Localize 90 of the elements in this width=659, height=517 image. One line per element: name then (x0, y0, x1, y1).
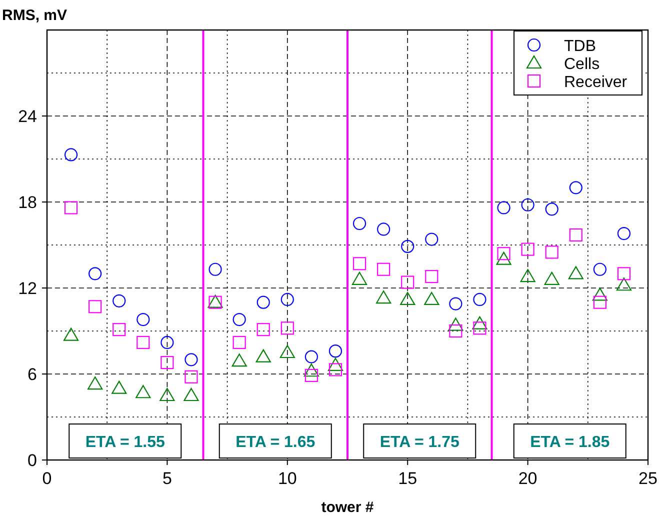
point (377, 222, 390, 236)
point (304, 368, 318, 382)
point (592, 288, 608, 301)
point (256, 323, 270, 336)
point (616, 278, 632, 291)
legend-label: Receiver (564, 74, 628, 91)
point (545, 246, 558, 259)
point (497, 201, 510, 214)
point (304, 364, 319, 377)
point (473, 322, 486, 335)
point (232, 354, 247, 367)
y-tick-label: 6 (28, 365, 37, 384)
point (232, 336, 246, 350)
point (424, 292, 440, 306)
point (136, 312, 150, 326)
point (496, 252, 512, 265)
x-tick-label: 5 (162, 469, 172, 488)
point (112, 294, 126, 308)
point (545, 202, 558, 216)
x-axis-title: tower # (321, 499, 374, 516)
legend-label: Cells (564, 56, 600, 73)
point (280, 292, 294, 306)
annotation: ETA = 1.65 (236, 434, 316, 451)
x-tick-label: 15 (398, 469, 418, 488)
point (425, 232, 438, 246)
x-tick-label: 10 (278, 469, 297, 488)
point (569, 181, 582, 194)
point (521, 198, 534, 212)
x-tick-label: 0 (42, 469, 52, 488)
annotation: ETA = 1.75 (380, 434, 460, 451)
point (472, 316, 488, 330)
y-tick-label: 12 (18, 279, 37, 298)
annotation: ETA = 1.55 (85, 434, 166, 451)
point (280, 344, 295, 358)
point (352, 272, 368, 285)
y-tick-label: 24 (18, 107, 37, 126)
point (449, 297, 462, 310)
point (88, 376, 103, 390)
annotation: ETA = 1.85 (530, 434, 610, 451)
point (377, 262, 390, 276)
y-axis-title: RMS, mV (2, 7, 68, 24)
point (232, 312, 246, 326)
point (473, 292, 486, 306)
point (448, 318, 464, 331)
point (352, 216, 366, 230)
point (160, 388, 175, 402)
x-tick-label: 20 (518, 469, 538, 488)
point (617, 267, 631, 280)
point (184, 353, 198, 366)
point (569, 228, 582, 242)
point (184, 370, 198, 384)
point (520, 268, 536, 282)
legend-label: TDB (564, 38, 596, 55)
point (617, 226, 631, 240)
point (88, 300, 102, 314)
x-tick-label: 25 (638, 469, 658, 488)
point (136, 336, 150, 350)
point (280, 322, 294, 335)
point (64, 201, 78, 214)
y-tick-label: 0 (28, 451, 37, 470)
point (401, 276, 414, 289)
point (544, 272, 560, 285)
point (593, 262, 606, 276)
point (376, 290, 392, 304)
point (160, 336, 174, 350)
point (593, 296, 606, 309)
point (449, 324, 462, 338)
point (208, 262, 222, 276)
point (64, 148, 78, 162)
point (160, 356, 174, 370)
y-tick-label: 18 (18, 193, 37, 212)
point (112, 323, 126, 336)
point (328, 344, 342, 358)
point (256, 296, 270, 309)
point (88, 267, 102, 280)
point (521, 242, 534, 256)
point (400, 292, 416, 306)
point (136, 385, 151, 398)
point (328, 358, 344, 371)
point (401, 240, 414, 253)
point (112, 380, 127, 394)
point (328, 363, 342, 376)
point (568, 266, 584, 280)
point (184, 388, 199, 402)
point (425, 270, 438, 284)
point (304, 350, 318, 364)
point (497, 247, 510, 260)
point (352, 257, 366, 270)
point (256, 349, 271, 362)
point (63, 328, 79, 341)
